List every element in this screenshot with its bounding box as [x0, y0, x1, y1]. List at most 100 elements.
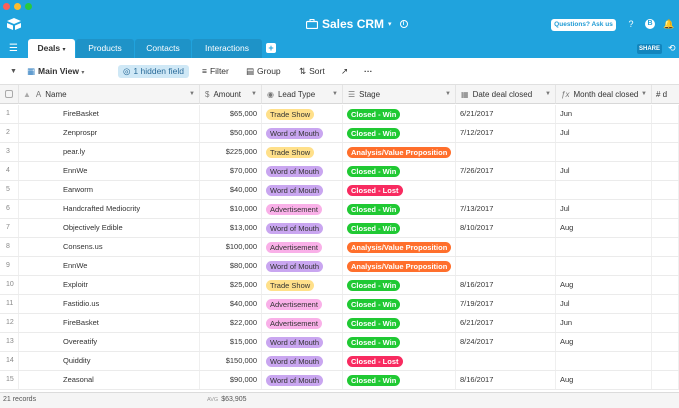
- cell-number[interactable]: [652, 162, 679, 180]
- cell-month-deal-closed[interactable]: Aug: [556, 371, 652, 389]
- cell-name[interactable]: Handcrafted Mediocrity: [19, 200, 200, 218]
- cell-amount[interactable]: $25,000: [200, 276, 262, 294]
- maximize-window-button[interactable]: [25, 3, 32, 10]
- chevron-down-icon[interactable]: ▼: [189, 91, 195, 97]
- group-button[interactable]: ▤ Group: [246, 66, 281, 76]
- tab-products[interactable]: Products: [76, 39, 134, 58]
- column-header-stage[interactable]: ☰ Stage ▼: [343, 85, 456, 104]
- amount-summary[interactable]: AVG $63,905: [207, 396, 247, 403]
- table-row[interactable]: 4 EnnWe $70,000 Word of Mouth Closed - Win 7/…: [0, 162, 679, 181]
- table-row[interactable]: 5 Earworm $40,000 Word of Mouth Closed - Los…: [0, 181, 679, 200]
- table-row[interactable]: 7 Objectively Edible $13,000 Word of Mouth C…: [0, 219, 679, 238]
- chevron-down-icon[interactable]: ▼: [445, 91, 451, 97]
- cell-number[interactable]: [652, 257, 679, 275]
- cell-number[interactable]: [652, 314, 679, 332]
- cell-lead-type[interactable]: Word of Mouth: [262, 352, 343, 370]
- cell-lead-type[interactable]: Advertisement: [262, 200, 343, 218]
- cell-lead-type[interactable]: Word of Mouth: [262, 257, 343, 275]
- chevron-down-icon[interactable]: ▾: [62, 47, 66, 53]
- cell-amount[interactable]: $65,000: [200, 105, 262, 123]
- cell-lead-type[interactable]: Word of Mouth: [262, 181, 343, 199]
- cell-number[interactable]: [652, 200, 679, 218]
- cell-stage[interactable]: Closed - Win: [343, 333, 456, 351]
- cell-stage[interactable]: Closed - Lost: [343, 181, 456, 199]
- cell-amount[interactable]: $50,000: [200, 124, 262, 142]
- cell-stage[interactable]: Closed - Win: [343, 105, 456, 123]
- cell-stage[interactable]: Closed - Win: [343, 124, 456, 142]
- cell-number[interactable]: [652, 219, 679, 237]
- cell-number[interactable]: [652, 333, 679, 351]
- cell-lead-type[interactable]: Word of Mouth: [262, 162, 343, 180]
- column-header-lead-type[interactable]: ◉ Lead Type ▼: [262, 85, 343, 104]
- cell-month-deal-closed[interactable]: [556, 352, 652, 370]
- cell-stage[interactable]: Closed - Win: [343, 276, 456, 294]
- airtable-logo-icon[interactable]: [7, 18, 21, 30]
- cell-date-deal-closed[interactable]: [456, 143, 556, 161]
- help-icon[interactable]: ?: [628, 19, 634, 29]
- cell-number[interactable]: [652, 181, 679, 199]
- cell-name[interactable]: pear.ly: [19, 143, 200, 161]
- share-button[interactable]: SHARE: [637, 44, 662, 54]
- cell-lead-type[interactable]: Advertisement: [262, 295, 343, 313]
- table-row[interactable]: 8 Consens.us $100,000 Advertisement Analysis…: [0, 238, 679, 257]
- chevron-down-icon[interactable]: ▼: [332, 91, 338, 97]
- table-row[interactable]: 9 EnnWe $80,000 Word of Mouth Analysis/Value…: [0, 257, 679, 276]
- cell-stage[interactable]: Closed - Win: [343, 314, 456, 332]
- column-header-amount[interactable]: $ Amount ▼: [200, 85, 262, 104]
- table-row[interactable]: 10 Exploitr $25,000 Trade Show Closed - Win 8…: [0, 276, 679, 295]
- cell-date-deal-closed[interactable]: [456, 257, 556, 275]
- cell-stage[interactable]: Closed - Win: [343, 162, 456, 180]
- cell-date-deal-closed[interactable]: [456, 181, 556, 199]
- cell-stage[interactable]: Analysis/Value Proposition: [343, 257, 456, 275]
- tab-contacts[interactable]: Contacts: [135, 39, 191, 58]
- cell-date-deal-closed[interactable]: 7/12/2017: [456, 124, 556, 142]
- close-window-button[interactable]: [3, 3, 10, 10]
- cell-lead-type[interactable]: Trade Show: [262, 143, 343, 161]
- cell-month-deal-closed[interactable]: Aug: [556, 276, 652, 294]
- table-row[interactable]: 15 Zeasonal $90,000 Word of Mouth Closed - W…: [0, 371, 679, 390]
- filter-button[interactable]: ≡ Filter: [202, 66, 229, 76]
- select-all-checkbox[interactable]: [5, 90, 13, 98]
- cell-number[interactable]: [652, 238, 679, 256]
- table-row[interactable]: 14 Quiddity $150,000 Word of Mouth Closed - …: [0, 352, 679, 371]
- cell-month-deal-closed[interactable]: [556, 257, 652, 275]
- cell-amount[interactable]: $22,000: [200, 314, 262, 332]
- tab-deals[interactable]: Deals ▾: [28, 39, 75, 58]
- cell-lead-type[interactable]: Advertisement: [262, 238, 343, 256]
- cell-amount[interactable]: $100,000: [200, 238, 262, 256]
- cell-month-deal-closed[interactable]: Aug: [556, 333, 652, 351]
- cell-date-deal-closed[interactable]: [456, 352, 556, 370]
- hidden-fields-button[interactable]: ◎ 1 hidden field: [118, 65, 189, 78]
- info-icon[interactable]: i: [399, 20, 408, 28]
- more-options-icon[interactable]: ···: [364, 66, 373, 76]
- cell-month-deal-closed[interactable]: Jul: [556, 162, 652, 180]
- cell-date-deal-closed[interactable]: 7/26/2017: [456, 162, 556, 180]
- cell-amount[interactable]: $40,000: [200, 181, 262, 199]
- minimize-window-button[interactable]: [14, 3, 21, 10]
- cell-stage[interactable]: Analysis/Value Proposition: [343, 143, 456, 161]
- cell-lead-type[interactable]: Trade Show: [262, 105, 343, 123]
- cell-date-deal-closed[interactable]: 8/24/2017: [456, 333, 556, 351]
- cell-amount[interactable]: $90,000: [200, 371, 262, 389]
- chevron-down-icon[interactable]: ▼: [251, 91, 257, 97]
- column-header-date-deal-closed[interactable]: ▦ Date deal closed ▼: [456, 85, 556, 104]
- table-row[interactable]: 1 FireBasket $65,000 Trade Show Closed - Win…: [0, 105, 679, 124]
- cell-month-deal-closed[interactable]: Jul: [556, 200, 652, 218]
- cell-lead-type[interactable]: Word of Mouth: [262, 371, 343, 389]
- cell-name[interactable]: Fastidio.us: [19, 295, 200, 313]
- cell-number[interactable]: [652, 371, 679, 389]
- cell-number[interactable]: [652, 124, 679, 142]
- cell-name[interactable]: Objectively Edible: [19, 219, 200, 237]
- cell-number[interactable]: [652, 352, 679, 370]
- cell-name[interactable]: EnnWe: [19, 162, 200, 180]
- column-header-number[interactable]: # d: [652, 85, 679, 104]
- cell-name[interactable]: EnnWe: [19, 257, 200, 275]
- cell-stage[interactable]: Closed - Win: [343, 219, 456, 237]
- cell-month-deal-closed[interactable]: [556, 181, 652, 199]
- cell-amount[interactable]: $225,000: [200, 143, 262, 161]
- cell-amount[interactable]: $15,000: [200, 333, 262, 351]
- cell-name[interactable]: Zeasonal: [19, 371, 200, 389]
- table-row[interactable]: 6 Handcrafted Mediocrity $10,000 Advertisem…: [0, 200, 679, 219]
- cell-month-deal-closed[interactable]: Jun: [556, 105, 652, 123]
- cell-lead-type[interactable]: Word of Mouth: [262, 124, 343, 142]
